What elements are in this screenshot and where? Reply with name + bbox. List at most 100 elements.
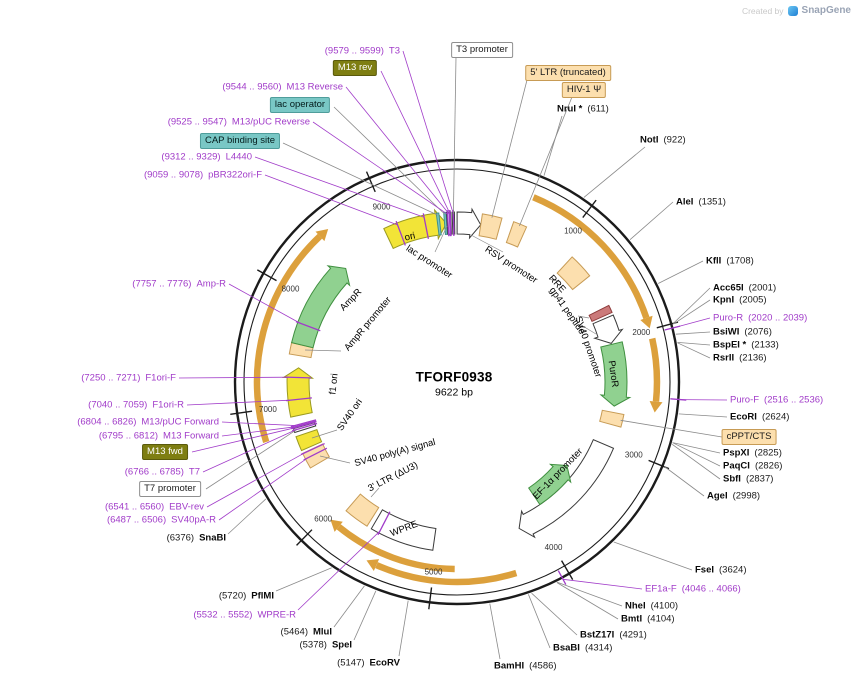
callout-noti[interactable]: NotI (922): [640, 135, 686, 146]
callout-text: (2076): [744, 326, 772, 338]
callout-m13-forward[interactable]: (6795 .. 6812) M13 Forward: [99, 431, 219, 442]
leader-t3-primer: [402, 50, 454, 215]
orf-arc[interactable]: [336, 524, 455, 573]
callout-m13-fwd[interactable]: M13 fwd: [142, 444, 188, 460]
callout-text: BstZ17I: [580, 629, 615, 641]
callout-ecori[interactable]: EcoRI (2624): [730, 412, 789, 423]
feature-cppt-cts[interactable]: [599, 409, 625, 428]
callout-agei[interactable]: AgeI (2998): [707, 491, 760, 502]
feature-ampr[interactable]: [290, 265, 351, 349]
callout-sbfi[interactable]: SbfI (2837): [723, 474, 773, 485]
callout-puro-r[interactable]: Puro-R (2020 .. 2039): [713, 313, 807, 324]
callout-acc65i[interactable]: Acc65I (2001): [713, 283, 776, 294]
callout-t3-promoter[interactable]: T3 promoter: [451, 42, 513, 58]
callout-m13-puc-forward[interactable]: (6804 .. 6826) M13/pUC Forward: [77, 417, 219, 428]
callout-m13-puc-reverse[interactable]: (9525 .. 9547) M13/pUC Reverse: [168, 117, 310, 128]
callout-text: Puro-F: [730, 394, 760, 406]
callout-mlui[interactable]: (5464) MluI: [281, 627, 332, 638]
feature-puror[interactable]: [599, 341, 632, 407]
plasmid-name: TFORF0938: [415, 369, 493, 385]
callout-lac-operator[interactable]: lac operator: [269, 97, 331, 113]
callout-bspei[interactable]: BspEI * (2133): [713, 340, 779, 351]
callout-5-ltr-truncated[interactable]: 5' LTR (truncated): [525, 65, 611, 81]
callout-t7-primer[interactable]: (6766 .. 6785) T7: [125, 467, 200, 478]
callout-snabi[interactable]: (6376) SnaBI: [167, 533, 226, 544]
callout-fsei[interactable]: FseI (3624): [695, 565, 746, 576]
leader-lac-operator: [333, 106, 446, 215]
ruler-tick-label: 4000: [545, 543, 563, 552]
feature-label-f1-ori[interactable]: f1 ori: [327, 372, 341, 396]
feature-rsv-promoter[interactable]: [456, 207, 482, 240]
feature-label-ori[interactable]: ori: [403, 230, 417, 244]
callout-paqci[interactable]: PaqCI (2826): [723, 461, 782, 472]
callout-nrui[interactable]: NruI * (611): [557, 104, 609, 115]
callout-kfli[interactable]: KflI (1708): [706, 256, 754, 267]
callout-ecorv[interactable]: (5147) EcoRV: [337, 658, 400, 669]
feature-gp41-peptide[interactable]: [588, 304, 613, 323]
callout-t3-primer[interactable]: (9579 .. 9599) T3: [325, 46, 400, 57]
feature-ori[interactable]: [383, 208, 448, 250]
feature-cap-binding-site[interactable]: [435, 212, 442, 236]
leader-l4440: [254, 156, 425, 218]
callout-text: KpnI: [713, 294, 735, 306]
callout-text: (611): [587, 103, 609, 115]
feature-3-ltr-u3[interactable]: [345, 493, 380, 527]
feature-sv40-ori[interactable]: [295, 428, 323, 452]
callout-f1ori-r[interactable]: (7040 .. 7059) F1ori-R: [88, 400, 184, 411]
orf-arc[interactable]: [649, 337, 661, 402]
plasmid-size: 9622 bp: [435, 386, 473, 399]
callout-amp-r[interactable]: (7757 .. 7776) Amp-R: [132, 279, 226, 290]
callout-nhei[interactable]: NheI (4100): [625, 601, 678, 612]
feature-label-leader: [470, 234, 504, 253]
callout-f1ori-f[interactable]: (7250 .. 7271) F1ori-F: [81, 373, 176, 384]
callout-rsrii[interactable]: RsrII (2136): [713, 353, 767, 364]
feature-hiv-1[interactable]: [505, 221, 528, 248]
callout-text: (9544 .. 9560): [222, 81, 282, 93]
callout-kpni[interactable]: KpnI (2005): [713, 295, 767, 306]
callout-bsiwi[interactable]: BsiWI (2076): [713, 327, 772, 338]
ruler-tick: [560, 560, 574, 580]
orf-arc[interactable]: [253, 233, 323, 443]
orf-arc[interactable]: [375, 562, 518, 586]
leader-f1ori-f: [178, 376, 290, 379]
leader-nrui: [543, 115, 563, 176]
callout-m13-rev[interactable]: M13 rev: [332, 60, 378, 76]
feature-f1-ori[interactable]: [281, 367, 315, 418]
callout-text: (4100): [650, 600, 679, 612]
callout-wpre-r[interactable]: (5532 .. 5552) WPRE-R: [193, 610, 296, 621]
leader-amp-r: [228, 283, 300, 324]
leader-agei: [664, 466, 705, 497]
callout-cap-binding-site[interactable]: CAP binding site: [199, 133, 281, 149]
orf-arc[interactable]: [532, 194, 650, 319]
callout-alei[interactable]: AleI (1351): [676, 197, 726, 208]
feature-ef-1-promoter[interactable]: [518, 439, 615, 539]
ruler-tick-label: 2000: [632, 328, 650, 337]
callout-t7-promoter[interactable]: T7 promoter: [139, 481, 201, 497]
callout-bsabi[interactable]: BsaBI (4314): [553, 643, 612, 654]
callout-text: F1ori-F: [145, 372, 176, 384]
feature-orf[interactable]: [528, 463, 572, 506]
feature-rre[interactable]: [556, 256, 591, 291]
callout-cppt-cts[interactable]: cPPT/CTS: [721, 429, 777, 445]
feature-wpre[interactable]: [370, 509, 437, 551]
callout-ebv-rev[interactable]: (6541 .. 6560) EBV-rev: [105, 502, 204, 513]
callout-m13-reverse[interactable]: (9544 .. 9560) M13 Reverse: [222, 82, 343, 93]
callout-bstz17i[interactable]: BstZ17I (4291): [580, 630, 647, 641]
callout-spei[interactable]: (5378) SpeI: [299, 640, 352, 651]
callout-sv40pa-r[interactable]: (6487 .. 6506) SV40pA-R: [107, 515, 216, 526]
callout-pspxi[interactable]: PspXI (2825): [723, 448, 782, 459]
callout-l4440[interactable]: (9312 .. 9329) L4440: [161, 152, 252, 163]
feature-sv40-promoter[interactable]: [592, 314, 624, 344]
feature-5-ltr-truncated[interactable]: [478, 213, 503, 240]
leader-spei: [353, 590, 377, 641]
callout-text: EBV-rev: [169, 501, 204, 513]
callout-text: EcoRI: [730, 411, 757, 423]
callout-pbr322ori-f[interactable]: (9059 .. 9078) pBR322ori-F: [144, 170, 262, 181]
callout-hiv-1-psi[interactable]: HIV-1 Ψ: [561, 82, 607, 98]
callout-ef1a-f[interactable]: EF1a-F (4046 .. 4066): [645, 584, 741, 595]
callout-text: (3624): [719, 564, 747, 576]
callout-puro-f[interactable]: Puro-F (2516 .. 2536): [730, 395, 823, 406]
callout-bamhi[interactable]: BamHI (4586): [494, 661, 557, 672]
callout-bmti[interactable]: BmtI (4104): [621, 614, 675, 625]
callout-pflmi[interactable]: (5720) PflMI: [219, 591, 274, 602]
